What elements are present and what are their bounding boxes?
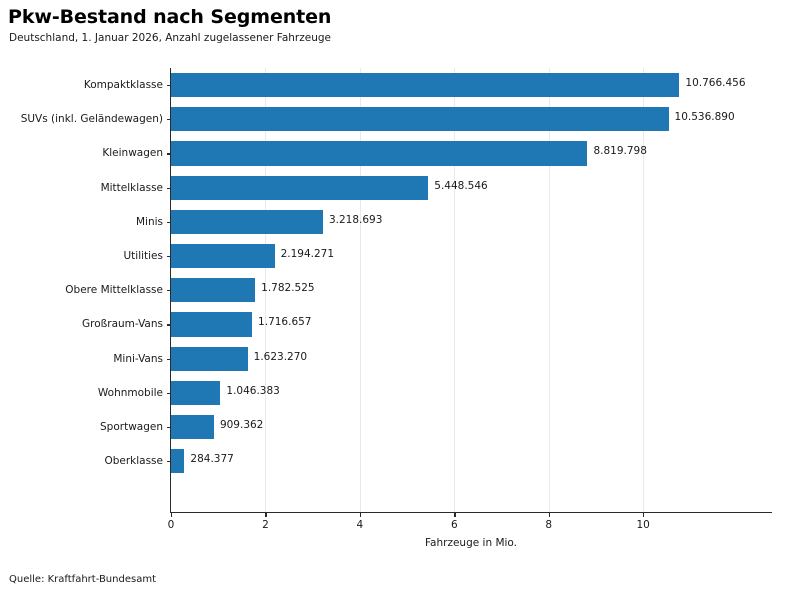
- bar-value-label: 909.362: [219, 419, 264, 431]
- bar[interactable]: [171, 312, 253, 337]
- y-axis-tick-mark: [167, 427, 171, 429]
- plot-area: 10.766.456 10.536.890 8.819.798 5.448.546 3.…: [171, 68, 772, 512]
- y-axis-tick-label: Mittelklasse: [100, 181, 163, 194]
- x-axis-tick-mark: [171, 512, 173, 517]
- gridline-2: [265, 68, 267, 512]
- y-axis-tick-mark: [167, 153, 171, 155]
- x-axis-tick-mark: [643, 512, 645, 517]
- gridline-4: [359, 68, 361, 512]
- y-axis-tick-mark: [167, 85, 171, 87]
- x-axis-tick-label: 10: [636, 519, 650, 531]
- bar-value-label: 1.046.383: [226, 384, 280, 397]
- bar-row: 1.716.657: [171, 307, 772, 341]
- y-axis-tick-label: Kompaktklasse: [83, 79, 163, 91]
- bar[interactable]: [171, 209, 323, 234]
- bar-row: 909.362: [171, 410, 772, 444]
- y-axis-tick-label: Oberklasse: [104, 455, 163, 468]
- bar-value-label: 10.766.456: [685, 77, 746, 89]
- bar-row: 5.448.546: [171, 171, 772, 205]
- source-note: Quelle: Kraftfahrt-Bundesamt: [9, 574, 156, 585]
- bar-row: 3.218.693: [171, 205, 772, 239]
- y-axis-tick-label: Utilities: [123, 250, 163, 262]
- y-axis-tick-labels: Kompaktklasse SUVs (inkl. Geländewagen) Kl…: [0, 0, 163, 600]
- bar-value-label: 1.716.657: [258, 316, 312, 329]
- bar-value-label: 1.623.270: [253, 350, 308, 363]
- y-axis-tick-label: Minis: [135, 215, 163, 228]
- bar-value-label: 5.448.546: [434, 179, 488, 192]
- bar-row: 1.623.270: [171, 342, 772, 376]
- x-axis-tick-mark: [454, 512, 456, 517]
- bar[interactable]: [171, 141, 588, 166]
- bar-row: 2.194.271: [171, 239, 772, 273]
- y-axis-tick-label: Kleinwagen: [102, 147, 163, 160]
- gridline-10: [643, 68, 645, 512]
- bar[interactable]: [171, 175, 429, 200]
- page-title: Pkw-Bestand nach Segmenten: [8, 6, 332, 28]
- bar-value-label: 10.536.890: [674, 111, 735, 124]
- x-axis-spine: [170, 511, 772, 513]
- y-axis-tick-label: Großraum-Vans: [82, 318, 163, 331]
- bar-row: 1.046.383: [171, 376, 772, 410]
- bar[interactable]: [171, 380, 221, 405]
- bar[interactable]: [171, 244, 275, 269]
- x-axis-tick-mark: [265, 512, 267, 517]
- x-axis-tick-label: 6: [450, 519, 458, 531]
- y-axis-tick-label: Obere Mittelklasse: [65, 284, 163, 297]
- bar-value-label: 3.218.693: [328, 213, 383, 226]
- bar[interactable]: [171, 449, 185, 474]
- bar-value-label: 8.819.798: [593, 145, 647, 158]
- y-axis-tick-mark: [167, 392, 171, 395]
- y-axis-tick-mark: [167, 358, 171, 360]
- y-axis-tick-label: Sportwagen: [100, 421, 163, 433]
- bar[interactable]: [171, 415, 214, 440]
- y-axis-tick-mark: [167, 187, 171, 189]
- bar[interactable]: [171, 107, 669, 132]
- bar-row: 284.377: [171, 444, 772, 478]
- y-axis-tick-mark: [167, 256, 171, 258]
- y-axis-tick-label: Mini-Vans: [113, 352, 163, 365]
- x-axis-tick-label: 4: [356, 519, 364, 531]
- y-axis-tick-mark: [167, 461, 171, 463]
- bar-row: 10.766.456: [171, 68, 772, 102]
- gridline-8: [548, 68, 550, 512]
- bar-value-label: 1.782.525: [261, 282, 315, 295]
- bar[interactable]: [171, 73, 680, 98]
- y-axis-tick-mark: [167, 221, 171, 224]
- y-axis-tick-label: Wohnmobile: [97, 386, 163, 399]
- bar[interactable]: [171, 346, 248, 371]
- y-axis-tick-mark: [167, 290, 171, 292]
- x-axis-tick-mark: [359, 512, 362, 517]
- y-axis-tick-mark: [167, 119, 171, 121]
- x-axis-title: Fahrzeuge in Mio.: [424, 537, 518, 549]
- x-axis-tick-label: 8: [545, 519, 553, 531]
- bar-row: 1.782.525: [171, 273, 772, 307]
- gridline-6: [454, 68, 456, 512]
- y-axis-tick-mark: [167, 324, 171, 326]
- x-axis-tick-mark: [548, 512, 551, 517]
- chart-subtitle: Deutschland, 1. Januar 2026, Anzahl zuge…: [9, 32, 331, 44]
- x-axis-tick-label: 2: [262, 519, 269, 531]
- bar-row: 10.536.890: [171, 102, 772, 136]
- bar-value-label: 284.377: [190, 453, 234, 466]
- bar[interactable]: [171, 278, 256, 303]
- y-axis-tick-label: SUVs (inkl. Geländewagen): [20, 113, 163, 126]
- bar-row: 8.819.798: [171, 136, 772, 170]
- x-axis-tick-label: 0: [167, 519, 175, 531]
- bar-value-label: 2.194.271: [280, 248, 335, 260]
